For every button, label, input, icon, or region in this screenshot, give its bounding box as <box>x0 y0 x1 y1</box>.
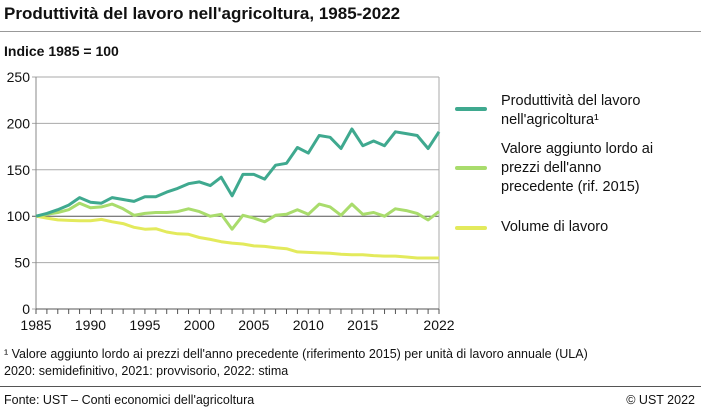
legend-swatch-productivity <box>455 107 487 111</box>
legend-label-productivity: Produttività del lavoro nell'agricoltura… <box>501 92 640 130</box>
legend-label-labour-volume: Volume di lavoro <box>501 218 608 237</box>
legend-line: Volume di lavoro <box>501 219 609 235</box>
x-tick-label: 2015 <box>347 317 378 333</box>
series-line-value-added <box>35 201 440 231</box>
legend-line: prezzi dell'anno <box>501 160 602 176</box>
source-note: Fonte: UST – Conti economici dell'agrico… <box>4 393 255 407</box>
legend-label-value-added: Valore aggiunto lordo ai prezzi dell'ann… <box>501 140 653 197</box>
x-tick-label: 2022 <box>423 317 454 333</box>
copyright: © UST 2022 <box>626 393 695 407</box>
series-line-productivity <box>35 127 441 218</box>
y-axis-label: Indice 1985 = 100 <box>4 43 119 59</box>
x-tick-label: 1995 <box>129 317 160 333</box>
legend-swatch-value-added <box>455 166 487 170</box>
legend-line: Produttività del lavoro <box>501 93 641 109</box>
x-tick-label: 2010 <box>293 317 324 333</box>
series-line-labour-volume <box>35 214 439 260</box>
y-tick-label: 250 <box>7 69 31 85</box>
y-tick-label: 200 <box>7 115 31 131</box>
x-tick-label: 2005 <box>238 317 269 333</box>
y-tick-label: 150 <box>7 162 31 178</box>
x-tick-label: 1990 <box>75 317 106 333</box>
line-chart: 0 50 100 150 200 250 1985 1990 1995 2000 2005 2010 2… <box>7 69 455 333</box>
y-tick-label: 100 <box>7 208 31 224</box>
footer-divider <box>0 386 701 387</box>
chart-title: Produttività del lavoro nell'agricoltura… <box>4 4 401 23</box>
legend-line: nell'agricoltura¹ <box>501 112 599 128</box>
x-tick-label: 1985 <box>20 317 51 333</box>
y-tick-label: 0 <box>22 301 30 317</box>
footnote: ¹ Valore aggiunto lordo ai prezzi dell'a… <box>4 347 588 361</box>
legend-swatch-labour-volume <box>455 226 487 230</box>
legend-line: precedente (rif. 2015) <box>501 179 640 195</box>
title-divider <box>0 31 701 32</box>
x-tick-label: 2000 <box>184 317 215 333</box>
y-tick-label: 50 <box>14 255 30 271</box>
legend-line: Valore aggiunto lordo ai <box>501 141 654 157</box>
footnote-status: 2020: semidefinitivo, 2021: provvisorio,… <box>4 364 289 378</box>
